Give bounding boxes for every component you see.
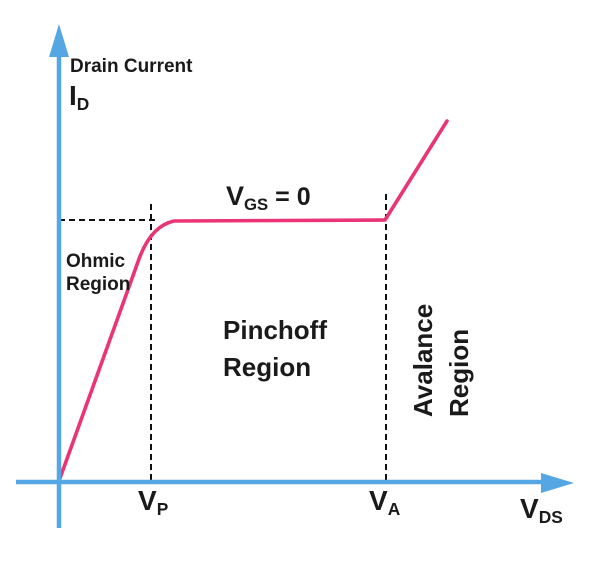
ohmic-line-1: Ohmic	[66, 251, 126, 272]
va-main: V	[369, 485, 388, 516]
vgs-sub: GS	[244, 194, 269, 214]
vgs-main: V	[226, 181, 245, 211]
y-axis-title: Drain Current	[70, 56, 193, 77]
va-sub: A	[387, 498, 401, 519]
vgs-annotation: VGS = 0	[226, 181, 311, 214]
x-symbol-main: V	[520, 493, 539, 524]
y-symbol-sub: D	[76, 93, 90, 114]
pinchoff-line-1: Pinchoff	[223, 315, 327, 345]
y-symbol-main: I	[69, 80, 77, 111]
id-vds-curve	[57, 119, 449, 483]
vgs-rest: = 0	[268, 183, 311, 211]
x-axis-arrowhead	[541, 473, 574, 493]
avalance-line-2: Region	[444, 328, 474, 417]
vp-sub: P	[156, 498, 169, 519]
ohmic-line-2: Region	[66, 274, 131, 295]
avalance-line-1: Avalance	[408, 303, 438, 417]
ohmic-region-label: Ohmic Region	[66, 250, 130, 296]
x-axis-symbol: VDS	[520, 493, 563, 527]
x-tick-vp: VP	[138, 485, 169, 519]
pinchoff-region-label: Pinchoff Region	[223, 312, 327, 386]
pinchoff-line-2: Region	[223, 352, 312, 382]
x-tick-va: VA	[369, 485, 401, 519]
avalance-region-label: Avalance Region	[405, 297, 477, 417]
y-axis-arrowhead	[49, 24, 69, 57]
y-axis-symbol: ID	[69, 80, 90, 114]
vp-main: V	[138, 485, 157, 516]
x-symbol-sub: DS	[538, 506, 563, 527]
